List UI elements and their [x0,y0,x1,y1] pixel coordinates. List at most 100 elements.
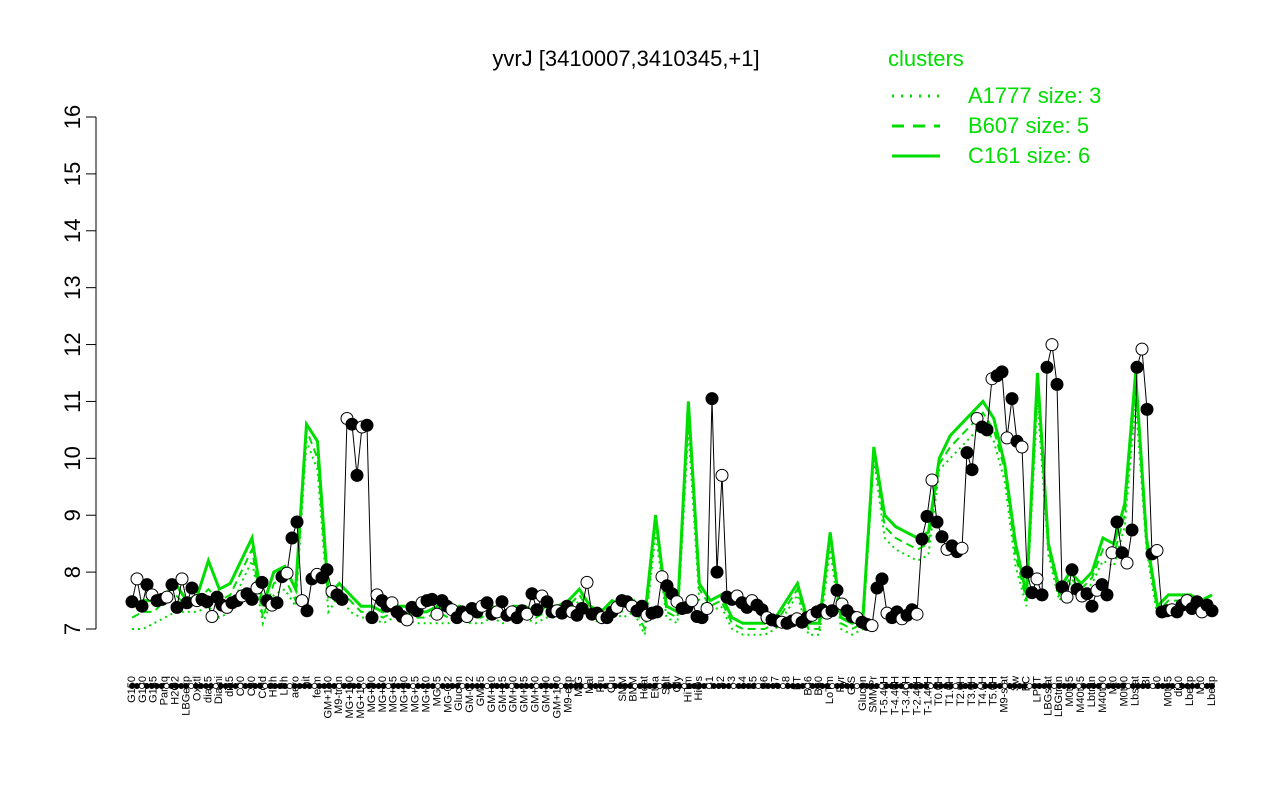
x-marker [908,683,915,690]
x-marker [607,683,614,690]
x-marker [488,683,495,690]
legend: clusters A1777 size: 3 B607 size: 5 C161… [888,46,1101,168]
x-marker [1031,683,1038,690]
x-marker [745,683,752,690]
x-marker [321,683,328,690]
legend-entry-a1777: A1777 size: 3 [968,83,1101,108]
x-marker [202,683,209,690]
x-marker [183,683,190,690]
data-point [245,592,259,606]
data-point [360,418,374,432]
data-point [1110,515,1124,529]
data-point [1135,342,1149,356]
data-point [705,392,719,406]
x-marker [957,683,964,690]
x-marker [765,683,772,690]
x-marker [276,683,283,690]
x-marker [967,683,974,690]
x-marker [390,683,397,690]
x-tick-label: nit [300,676,312,688]
y-tick-label: 7 [60,623,85,635]
x-marker [1026,683,1033,690]
x-marker [587,683,594,690]
x-marker [1120,683,1127,690]
x-marker [1144,683,1151,690]
x-marker [286,683,293,690]
x-marker [799,683,806,690]
data-point [285,531,299,545]
data-point [955,541,969,555]
x-marker [503,683,510,690]
data-point [290,515,304,529]
x-marker [1115,683,1122,690]
x-marker [365,683,372,690]
x-marker [1199,683,1206,690]
x-marker [1080,683,1087,690]
x-marker [577,683,584,690]
data-point [335,592,349,606]
x-marker [893,683,900,690]
data-point [925,473,939,487]
x-tick-label: BI [1140,676,1152,686]
data-point [1125,523,1139,537]
data-point [935,530,949,544]
x-marker [1075,683,1082,690]
x-marker [977,683,984,690]
data-point [1020,565,1034,579]
x-marker [1100,683,1107,690]
x-marker [148,683,155,690]
data-point [365,611,379,625]
x-marker [370,683,377,690]
x-marker [375,683,382,690]
x-marker [888,683,895,690]
x-marker [676,683,683,690]
x-marker [143,683,150,690]
x-marker [158,683,165,690]
data-point [295,594,309,608]
data-point [1205,604,1219,618]
data-point [965,463,979,477]
x-marker [898,683,905,690]
data-point [255,575,269,589]
data-point [175,572,189,586]
x-marker [518,683,525,690]
data-point [280,566,294,580]
x-marker [133,683,140,690]
x-marker [937,683,944,690]
x-marker [242,683,249,690]
x-marker [1021,683,1028,690]
x-marker [582,683,589,690]
x-marker [454,683,461,690]
x-marker [873,683,880,690]
data-point [1140,402,1154,416]
data-point [1065,563,1079,577]
x-marker [271,683,278,690]
data-point [915,532,929,546]
y-tick-label: 15 [60,162,85,186]
x-marker [681,683,688,690]
x-tick-label: G180 [137,676,149,703]
x-marker [789,683,796,690]
x-marker [612,683,619,690]
x-tick-label: LPhT [1031,676,1043,703]
data-point [700,602,714,615]
x-marker [780,683,787,690]
x-marker [493,683,500,690]
x-marker [1105,683,1112,690]
x-marker [962,683,969,690]
y-tick-label: 9 [60,509,85,521]
x-marker [508,683,515,690]
data-point [865,619,879,633]
x-marker [1006,683,1013,690]
x-marker [212,683,219,690]
x-marker [1189,683,1196,690]
x-marker [1159,683,1166,690]
x-marker [296,683,303,690]
legend-entry-c161: C161 size: 6 [968,143,1090,168]
x-marker [543,683,550,690]
x-marker [834,683,841,690]
x-marker [153,683,160,690]
x-marker [267,683,274,690]
x-marker [641,683,648,690]
x-marker [1209,683,1216,690]
